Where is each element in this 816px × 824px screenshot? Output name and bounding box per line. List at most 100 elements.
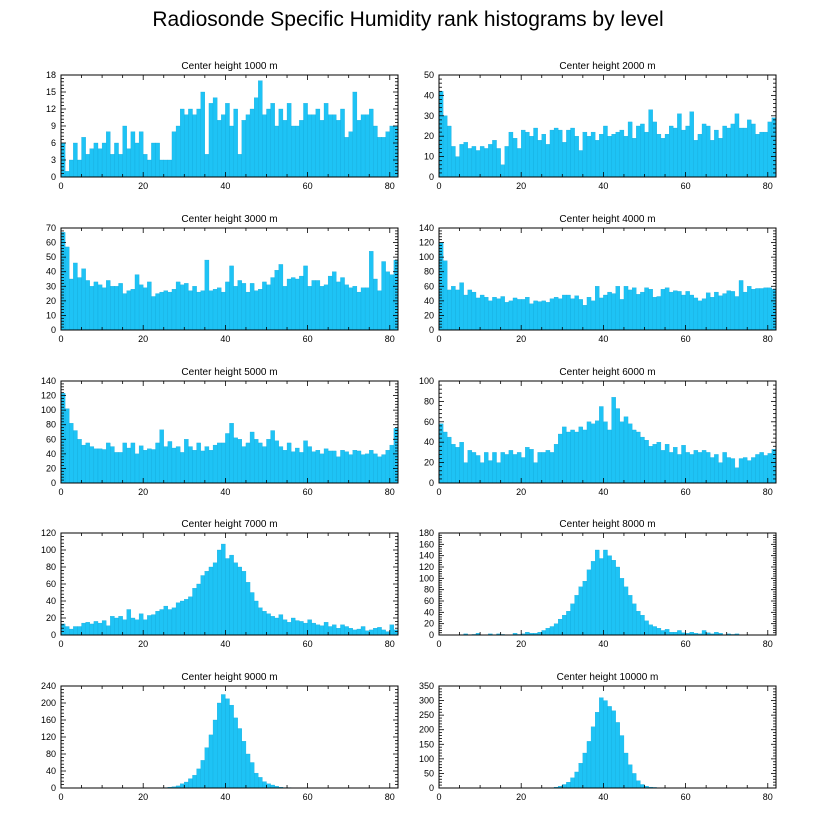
- histogram-bar: [574, 295, 579, 331]
- y-tick-label: 60: [424, 281, 434, 291]
- histogram-bar: [110, 446, 115, 484]
- histogram-bar: [603, 294, 608, 331]
- histogram-bar: [738, 280, 744, 331]
- histogram-bar: [143, 619, 148, 636]
- histogram-bar: [89, 446, 95, 484]
- histogram-bar: [118, 616, 123, 636]
- histogram-bar: [705, 452, 711, 484]
- histogram-bar: [340, 277, 345, 331]
- chart-panel: Center height 6000 m 0 20 40 60 80 0 20 40 60 80 10…: [419, 367, 777, 497]
- y-tick-label: 80: [424, 585, 434, 595]
- histogram-bar: [459, 282, 464, 331]
- histogram-bar: [184, 283, 189, 331]
- histogram-bar: [475, 455, 481, 484]
- plot-frame: [60, 227, 399, 331]
- histogram-bar: [151, 296, 156, 331]
- histogram-bar: [451, 146, 456, 178]
- histogram-bar: [126, 609, 132, 636]
- histogram-bar: [763, 287, 768, 331]
- y-tick-label: 160: [41, 715, 56, 725]
- histogram-bar: [574, 595, 579, 636]
- histogram-bar: [208, 734, 214, 789]
- histogram-bar: [64, 408, 70, 484]
- y-tick-label: 0: [429, 325, 434, 335]
- x-tick-label: 20: [138, 639, 148, 649]
- histogram-bar: [130, 442, 136, 484]
- histogram-bar: [163, 605, 169, 636]
- histogram-bar: [570, 127, 575, 178]
- histogram-bar: [500, 452, 505, 484]
- histogram-bar: [167, 609, 173, 636]
- chart-title: Center height 2000 m: [559, 61, 655, 72]
- histogram-bar: [562, 426, 567, 484]
- histogram-bar: [262, 446, 267, 484]
- histogram-bar: [755, 454, 760, 484]
- histogram-bar: [336, 456, 341, 484]
- histogram-bar: [652, 626, 657, 636]
- histogram-bar: [730, 291, 736, 331]
- histogram-bar: [64, 246, 70, 331]
- histogram-bar: [60, 623, 66, 636]
- histogram-bar: [664, 629, 670, 636]
- histogram-bar: [660, 138, 666, 178]
- histogram-bar: [254, 439, 259, 484]
- histogram-bar: [254, 290, 259, 331]
- histogram-bar: [110, 616, 115, 636]
- histogram-bar: [286, 622, 292, 636]
- histogram-bar: [578, 586, 583, 636]
- histogram-bar: [336, 628, 341, 636]
- histogram-bar: [217, 120, 222, 178]
- histogram-bar: [566, 431, 571, 484]
- histogram-bar: [122, 125, 127, 178]
- y-tick-label: 0: [51, 630, 56, 640]
- histogram-bar: [85, 280, 90, 331]
- histogram-bar: [467, 148, 473, 178]
- histogram-bar: [681, 294, 686, 331]
- histogram-bar: [701, 298, 707, 331]
- y-tick-label: 140: [419, 223, 434, 233]
- histogram-bar: [442, 431, 448, 484]
- y-tick-label: 10: [424, 152, 434, 162]
- histogram-bar: [566, 294, 571, 331]
- histogram-bar: [558, 298, 563, 331]
- histogram-bar: [595, 712, 600, 789]
- histogram-bar: [640, 123, 645, 178]
- histogram-bar: [64, 626, 70, 636]
- histogram-bar: [192, 588, 197, 636]
- histogram-bar: [364, 114, 370, 178]
- y-tick-label: 120: [419, 562, 434, 572]
- histogram-bar: [204, 446, 210, 484]
- histogram-bar: [541, 630, 546, 636]
- histogram-bar: [340, 108, 345, 178]
- histogram-bar: [89, 148, 95, 178]
- y-tick-label: 40: [46, 766, 56, 776]
- y-tick-label: 180: [419, 528, 434, 538]
- histogram-bar: [282, 286, 288, 331]
- histogram-bar: [245, 291, 251, 331]
- histogram-bar: [233, 437, 238, 484]
- histogram-bar: [521, 457, 526, 484]
- histogram-bar: [615, 722, 620, 789]
- histogram-bar: [714, 454, 719, 484]
- x-tick-label: 0: [58, 639, 63, 649]
- histogram-bar: [200, 91, 205, 178]
- histogram-bar: [738, 458, 744, 484]
- histogram-bar: [689, 111, 694, 178]
- histogram-bar: [229, 423, 234, 484]
- histogram-bar: [373, 628, 378, 636]
- histogram-bar: [311, 114, 316, 178]
- histogram-bar: [484, 297, 489, 331]
- histogram-bar: [623, 752, 629, 789]
- histogram-bar: [722, 293, 727, 331]
- histogram-bar: [586, 297, 592, 331]
- histogram-bar: [722, 125, 727, 178]
- x-tick-label: 40: [220, 487, 230, 497]
- x-tick-label: 0: [58, 792, 63, 802]
- histogram-bar: [578, 150, 583, 178]
- histogram-bar: [525, 131, 530, 178]
- histogram-bar: [299, 275, 304, 331]
- histogram-bar: [611, 710, 616, 789]
- histogram-bar: [196, 442, 201, 484]
- histogram-bar: [229, 125, 234, 178]
- y-tick-label: 100: [419, 252, 434, 262]
